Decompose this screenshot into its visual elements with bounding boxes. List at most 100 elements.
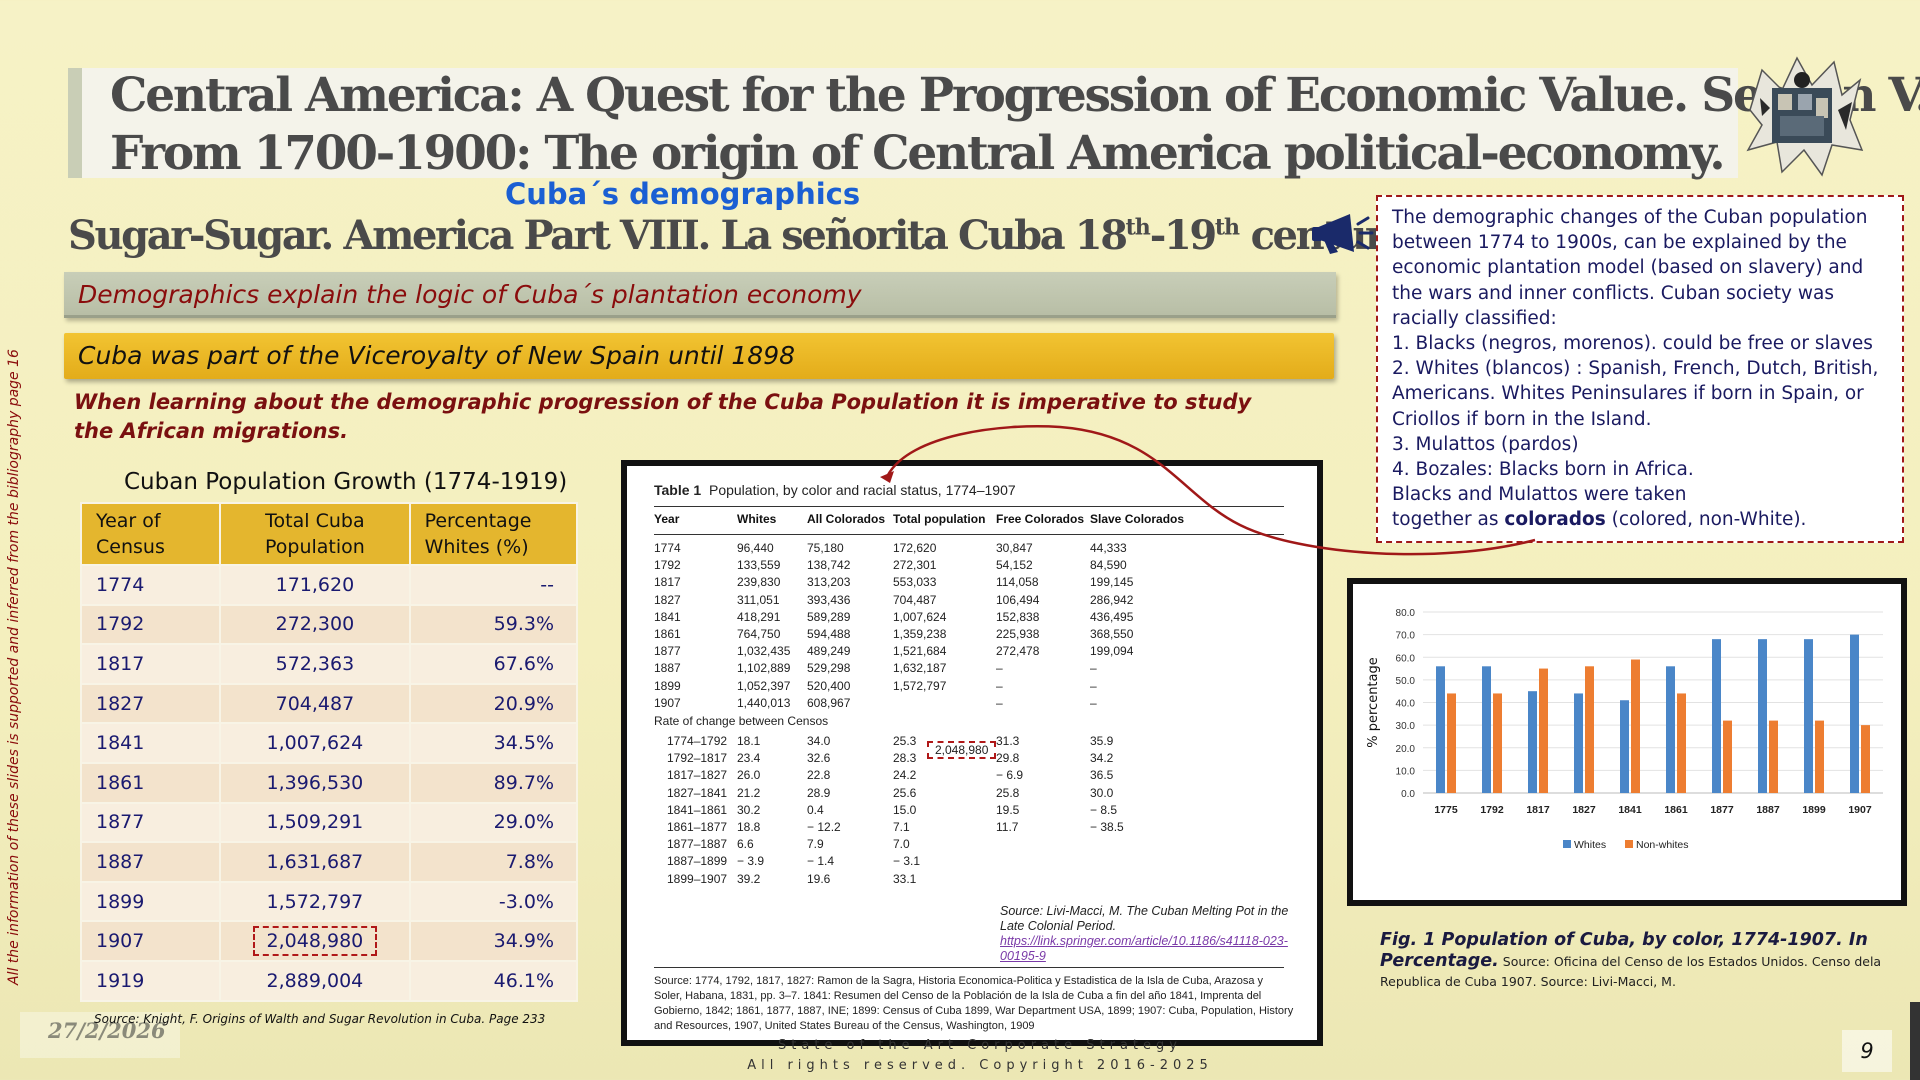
- bar-non-whites: [1493, 693, 1502, 793]
- y-tick-label: 20.0: [1396, 744, 1416, 755]
- table-row: 1817 572,363 67.6%: [79, 643, 579, 685]
- census-cell: 1827: [654, 592, 681, 607]
- rate-cell: − 6.9: [996, 768, 1024, 783]
- table-header-whites: Percentage Whites (%): [408, 502, 579, 566]
- rate-cell: 25.8: [996, 785, 1020, 800]
- table-row: 1792 272,300 59.3%: [79, 603, 579, 646]
- cell-whites-pct: 29.0%: [408, 801, 579, 844]
- rate-cell: 22.8: [807, 768, 831, 783]
- population-table: Year of Census Total Cuba Population Per…: [79, 502, 579, 1002]
- census-cell: 1,359,238: [893, 627, 947, 641]
- census-cell: 608,967: [807, 695, 851, 710]
- highlight-box-2048980: 2,048,980: [927, 741, 997, 759]
- census-cell: 84,590: [1090, 558, 1127, 573]
- rate-cell: 29.8: [996, 751, 1020, 766]
- figure-caption-title: Fig. 1 Population of Cuba, by color, 177…: [1380, 930, 1868, 971]
- x-tick-label: 1827: [1572, 804, 1596, 816]
- rate-cell: 15.0: [893, 802, 917, 817]
- census-cell: 1,572,797: [893, 678, 947, 693]
- census-cell: 313,203: [807, 575, 851, 590]
- census-cell: 589,289: [807, 609, 851, 624]
- rate-cell: 11.7: [996, 820, 1019, 834]
- census-cell: 106,494: [996, 592, 1040, 607]
- cell-total: 1,631,687: [219, 841, 411, 883]
- census-header-cell: Year: [654, 512, 680, 526]
- page-number: 9: [1842, 1030, 1892, 1072]
- rate-cell: 1792–1817: [667, 751, 728, 766]
- legend-label: Non-whites: [1636, 839, 1689, 851]
- y-tick-label: 80.0: [1396, 608, 1416, 619]
- rate-cell: 1841–1861: [667, 802, 728, 817]
- banner-demographics: Demographics explain the logic of Cuba´s…: [64, 272, 1336, 318]
- table-row: 1774 171,620 --: [79, 564, 579, 606]
- census-cell: 272,478: [996, 644, 1040, 659]
- y-tick-label: 10.0: [1396, 766, 1416, 777]
- bar-non-whites: [1539, 668, 1548, 793]
- cell-whites-pct: --: [408, 564, 579, 606]
- census-cell: –: [996, 661, 1003, 676]
- banner-viceroyalty-text: Cuba was part of the Viceroyalty of New …: [78, 341, 796, 370]
- rate-cell: 19.6: [807, 871, 831, 886]
- y-tick-label: 70.0: [1396, 631, 1416, 642]
- rate-cell: 1827–1841: [667, 785, 728, 800]
- census-cell: 225,938: [996, 627, 1040, 641]
- rate-cell: 36.5: [1090, 768, 1114, 783]
- census-cell: 529,298: [807, 661, 851, 676]
- rate-cell: 28.9: [807, 785, 831, 800]
- rate-cell: 25.3: [893, 734, 917, 748]
- census-cell: 393,436: [807, 592, 851, 607]
- table-row: 1827 704,487 20.9%: [79, 682, 579, 725]
- x-tick-label: 1887: [1756, 804, 1780, 816]
- census-cell: 1861: [654, 627, 681, 641]
- rate-cell: 34.0: [807, 734, 831, 748]
- census-header-cell: All Colorados: [807, 512, 886, 526]
- legend-swatch: [1625, 840, 1633, 848]
- bar-non-whites: [1585, 666, 1594, 793]
- cell-whites-pct: 7.8%: [408, 841, 579, 883]
- population-chart: 0.0 10.0 20.0 30.0 40.0 50.0 60.0 70.0 80.0 % per…: [1347, 578, 1907, 906]
- census-cell: 1,102,889: [737, 661, 791, 676]
- census-cell: 133,559: [737, 558, 781, 573]
- rate-cell: 7.1: [893, 820, 910, 834]
- census-header-cell: Whites: [737, 512, 777, 526]
- cell-year: 1861: [79, 761, 222, 804]
- cell-whites-pct: 67.6%: [408, 643, 579, 685]
- slide-title-line-1: Central America: A Quest for the Progres…: [110, 68, 1920, 123]
- census-cell: –: [1090, 695, 1097, 710]
- cell-whites-pct: 59.3%: [408, 603, 579, 646]
- slide-title-line-2: From 1700-1900: The origin of Central Am…: [110, 126, 1726, 181]
- census-cell: –: [1090, 661, 1097, 676]
- census-cell: 311,051: [737, 592, 780, 607]
- bar-whites: [1804, 639, 1813, 793]
- cell-year: 1887: [79, 841, 222, 883]
- note-paragraph: The demographic changes of the Cuban pop…: [1392, 207, 1868, 329]
- census-header-cell: Free Colorados: [996, 512, 1085, 526]
- census-cell: 199,094: [1090, 644, 1134, 659]
- y-tick-label: 50.0: [1396, 676, 1416, 687]
- census-cell: 1877: [654, 644, 681, 659]
- cell-total: 1,007,624: [219, 722, 411, 764]
- rate-cell: 0.4: [807, 802, 824, 817]
- census-cell: 704,487: [893, 592, 937, 607]
- census-table-citation: Source: Livi-Macci, M. The Cuban Melting…: [1000, 904, 1289, 963]
- census-cell: 1,632,187: [893, 661, 947, 676]
- rate-cell: 1887–1899: [667, 854, 728, 869]
- x-tick-label: 1899: [1802, 804, 1826, 816]
- cell-year: 1827: [79, 682, 222, 725]
- table-row: 1907 2,048,980 34.9%: [79, 920, 579, 962]
- connector-arrow: [880, 425, 1536, 556]
- cell-year: 1907: [79, 920, 222, 962]
- bar-whites: [1620, 700, 1629, 793]
- springer-link[interactable]: https://link.springer.com/article/10.118…: [1000, 934, 1288, 963]
- cell-whites-pct: 46.1%: [408, 959, 579, 1002]
- rate-cell: 1877–1887: [667, 837, 728, 852]
- rate-cell: 1817–1827: [667, 768, 728, 783]
- section-title: Sugar-Sugar. America Part VIII. La señor…: [68, 212, 1442, 259]
- title-band: Central America: A Quest for the Progres…: [68, 68, 1920, 181]
- rate-cell: 1899–1907: [667, 871, 728, 886]
- note-item-bozales: 4. Bozales: Blacks born in Africa.: [1392, 459, 1694, 481]
- census-cell: 418,291: [737, 609, 781, 624]
- census-cell: 44,333: [1090, 541, 1127, 555]
- table-row: 1919 2,889,004 46.1%: [79, 959, 579, 1002]
- census-cell: 553,033: [893, 575, 937, 590]
